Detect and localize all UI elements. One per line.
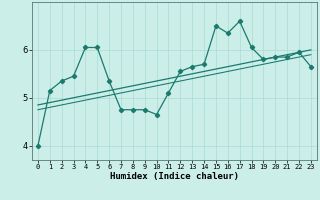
X-axis label: Humidex (Indice chaleur): Humidex (Indice chaleur) <box>110 172 239 181</box>
